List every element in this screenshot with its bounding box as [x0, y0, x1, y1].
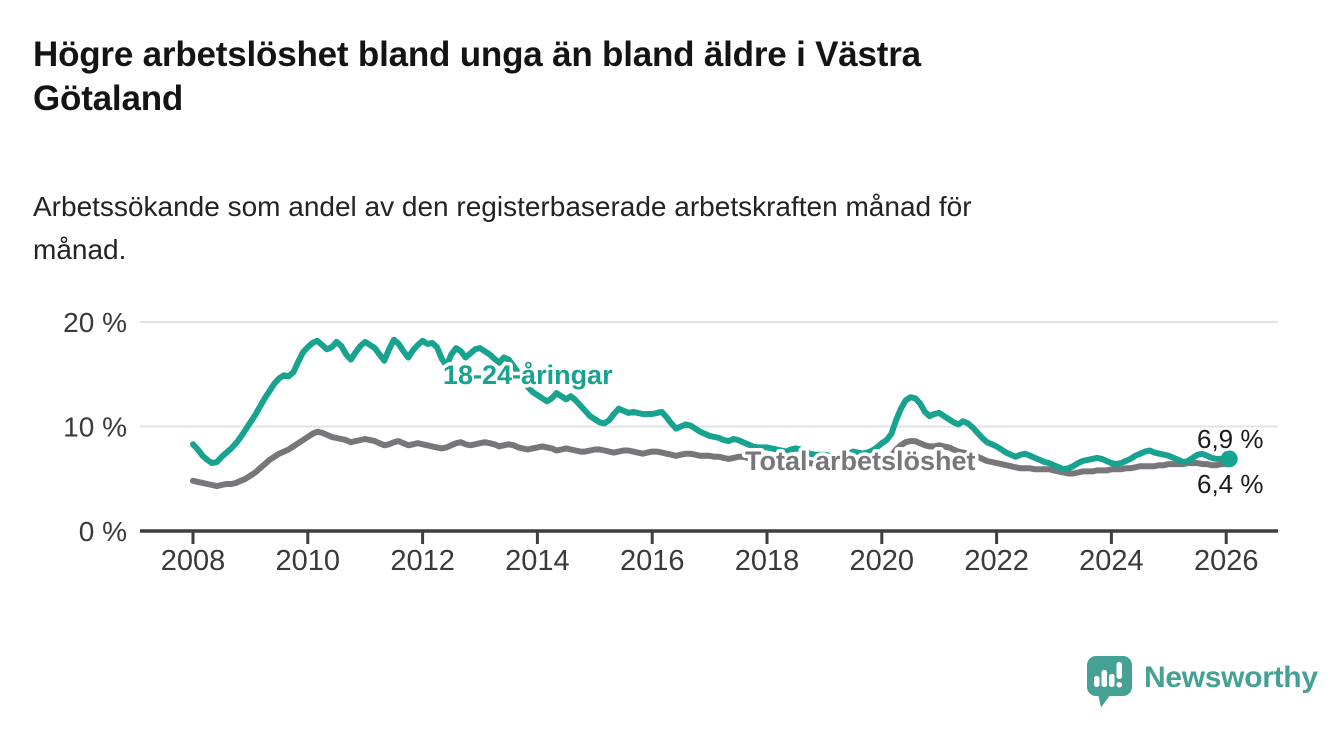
x-tick-label: 2018 [735, 545, 800, 577]
line-total-unemployment [190, 428, 1230, 490]
x-tick-label: 2014 [505, 545, 570, 577]
y-tick-label: 20 % [63, 307, 127, 338]
gridlines [140, 321, 1278, 428]
x-tick-label: 2008 [161, 545, 226, 577]
chart-subtitle: Arbetssökande som andel av den registerb… [33, 186, 1263, 271]
line-youth-18-24 [190, 336, 1230, 473]
newsworthy-brand: Newsworthy [1086, 654, 1318, 710]
end-label-youth: 6,9 % [1197, 424, 1264, 454]
series-label-youth: 18-24-åringar [443, 360, 613, 390]
y-axis-labels: 0 % 10 % 20 % [63, 307, 127, 547]
newsworthy-wordmark: Newsworthy [1144, 661, 1318, 694]
x-tick-label: 2024 [1079, 545, 1144, 577]
x-tick-label: 2016 [620, 545, 685, 577]
page-title-line-1: Högre arbetslöshet bland unga än bland ä… [33, 35, 921, 74]
logo-bar-chart-glyph [1094, 662, 1122, 688]
x-axis [140, 529, 1278, 544]
end-label-total: 6,4 % [1197, 469, 1264, 499]
x-tick-label: 2020 [850, 545, 915, 577]
x-tick-label: 2012 [390, 545, 455, 577]
latest-value-dot [1220, 450, 1238, 468]
newsworthy-logo-icon [1087, 656, 1132, 708]
x-axis-labels: 2008 2010 2012 2014 2016 2018 2020 2022 2024 2026 [161, 545, 1259, 577]
series-label-total: Total arbetslöshet [745, 446, 976, 476]
chart-subtitle-line-2: månad. [33, 233, 127, 265]
x-tick-label: 2026 [1194, 545, 1259, 577]
y-tick-label: 10 % [63, 412, 127, 443]
chart-subtitle-line-1: Arbetssökande som andel av den registerb… [33, 191, 972, 222]
page-title: Högre arbetslöshet bland unga än bland ä… [33, 33, 1283, 121]
y-tick-label: 0 % [79, 516, 127, 547]
x-tick-label: 2022 [964, 545, 1029, 577]
x-tick-label: 2010 [276, 545, 341, 577]
page-title-line-2: Götaland [33, 79, 184, 119]
